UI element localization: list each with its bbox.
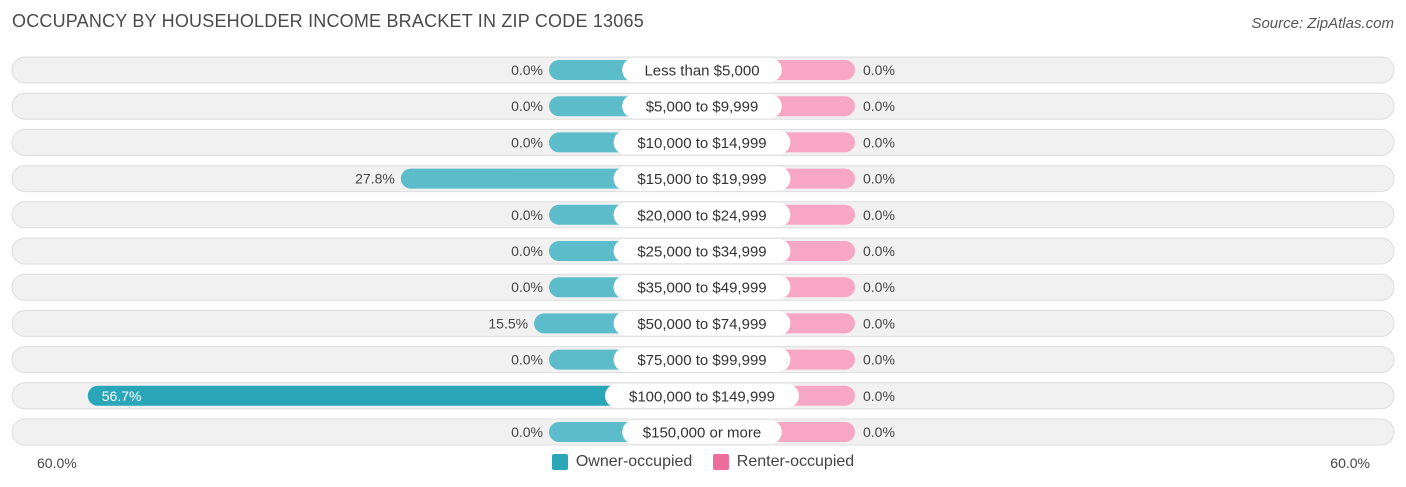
renter-value-label: 0.0% — [863, 98, 895, 114]
owner-value-label: 15.5% — [488, 315, 528, 331]
category-label: $5,000 to $9,999 — [646, 99, 759, 116]
category-label-pill — [622, 94, 782, 119]
category-label-pill — [613, 275, 791, 300]
legend-swatch-renter — [712, 454, 729, 470]
renter-value-label: 0.0% — [863, 279, 895, 295]
category-label-pill — [613, 130, 791, 155]
category-label-pill — [613, 239, 791, 263]
axis-right-label: 60.0% — [1330, 455, 1370, 471]
category-label-pill — [622, 58, 782, 82]
renter-value-label: 0.0% — [863, 243, 895, 259]
category-label-pill — [613, 347, 791, 372]
chart-title: OCCUPANCY BY HOUSEHOLDER INCOME BRACKET … — [12, 11, 644, 31]
legend: Owner-occupied Renter-occupied — [0, 453, 1406, 475]
category-label: $20,000 to $24,999 — [637, 207, 766, 224]
legend-item-renter[interactable]: Renter-occupied — [712, 453, 855, 471]
category-label: $50,000 to $74,999 — [637, 316, 766, 333]
owner-bar[interactable] — [87, 385, 712, 406]
renter-value-label: 0.0% — [863, 171, 895, 187]
owner-value-label: 0.0% — [511, 352, 543, 368]
renter-value-label: 0.0% — [863, 352, 895, 368]
category-label-pill — [622, 420, 782, 444]
category-label-pill — [613, 311, 791, 336]
legend-label-owner: Owner-occupied — [575, 453, 693, 470]
owner-value-label: 27.8% — [355, 171, 395, 187]
category-label-pill — [605, 383, 799, 408]
category-label-pill — [613, 202, 791, 227]
owner-value-label: 0.0% — [511, 98, 543, 114]
category-label: Less than $5,000 — [644, 63, 759, 80]
category-label-pill — [613, 166, 791, 191]
category-label: $25,000 to $34,999 — [637, 244, 766, 261]
category-label: $75,000 to $99,999 — [637, 352, 766, 369]
category-label: $100,000 to $149,999 — [629, 388, 775, 405]
category-label: $10,000 to $14,999 — [637, 135, 766, 152]
source-label: Source: ZipAtlas.com — [1251, 15, 1394, 32]
owner-value-label: 0.0% — [511, 207, 543, 223]
owner-value-label: 56.7% — [102, 388, 142, 404]
axis-left-label: 60.0% — [37, 455, 77, 471]
legend-item-owner[interactable]: Owner-occupied — [551, 453, 693, 471]
category-label: $15,000 to $19,999 — [637, 171, 766, 188]
legend-label-renter: Renter-occupied — [736, 453, 855, 470]
owner-value-label: 0.0% — [511, 134, 543, 150]
renter-value-label: 0.0% — [863, 134, 895, 150]
owner-value-label: 0.0% — [511, 62, 543, 78]
owner-value-label: 0.0% — [511, 424, 543, 440]
category-label: $150,000 or more — [643, 425, 761, 442]
category-label: $35,000 to $49,999 — [637, 280, 766, 297]
chart-canvas: Less than $5,000 0.0% 0.0% $5,000 to $9,999… — [11, 56, 1395, 446]
renter-value-label: 0.0% — [863, 207, 895, 223]
owner-value-label: 0.0% — [511, 279, 543, 295]
owner-value-label: 0.0% — [511, 243, 543, 259]
legend-swatch-owner — [551, 454, 568, 470]
renter-value-label: 0.0% — [863, 315, 895, 331]
renter-value-label: 0.0% — [863, 424, 895, 440]
renter-value-label: 0.0% — [863, 388, 895, 404]
renter-value-label: 0.0% — [863, 62, 895, 78]
